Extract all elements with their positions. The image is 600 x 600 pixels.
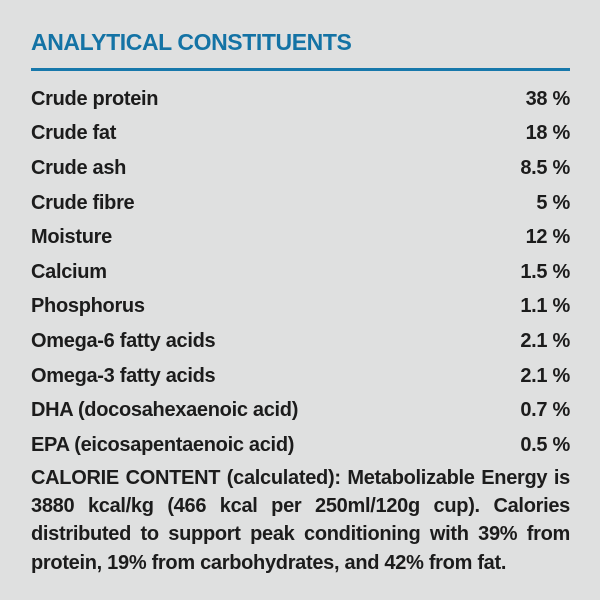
constituent-label: Crude fat: [31, 122, 117, 145]
constituent-value: 2.1 %: [520, 364, 570, 387]
constituents-table: Crude protein 38 % Crude fat 18 % Crude …: [31, 82, 570, 463]
constituent-value: 1.5 %: [520, 260, 570, 283]
table-row-moisture: Moisture 12 %: [31, 220, 570, 255]
table-row-crude-protein: Crude protein 38 %: [31, 82, 570, 117]
table-row-crude-fibre: Crude fibre 5 %: [31, 186, 570, 221]
constituent-label: Omega-6 fatty acids: [31, 329, 216, 352]
constituent-label: EPA (eicosapentaenoic acid): [31, 433, 295, 456]
constituent-value: 0.5 %: [520, 433, 570, 456]
constituent-value: 38 %: [525, 87, 571, 110]
constituent-value: 0.7 %: [520, 399, 570, 422]
constituent-label: DHA (docosahexaenoic acid): [31, 399, 299, 422]
constituent-value: 5 %: [536, 191, 570, 214]
calorie-content-paragraph: CALORIE CONTENT (calculated): Metaboliza…: [31, 466, 570, 574]
constituent-label: Crude ash: [31, 156, 127, 179]
table-row-calcium: Calcium 1.5 %: [31, 255, 570, 290]
title-underline: [31, 68, 570, 71]
constituent-label: Phosphorus: [31, 295, 145, 318]
constituent-label: Omega-3 fatty acids: [31, 364, 216, 387]
table-row-omega-3: Omega-3 fatty acids 2.1 %: [31, 359, 570, 394]
section-title: ANALYTICAL CONSTITUENTS: [31, 29, 352, 55]
constituent-value: 12 %: [525, 226, 571, 249]
constituent-label: Crude protein: [31, 87, 159, 110]
table-row-crude-ash: Crude ash 8.5 %: [31, 151, 570, 186]
constituent-value: 8.5 %: [520, 156, 570, 179]
table-row-crude-fat: Crude fat 18 %: [31, 117, 570, 152]
table-row-omega-6: Omega-6 fatty acids 2.1 %: [31, 324, 570, 359]
table-row-phosphorus: Phosphorus 1.1 %: [31, 290, 570, 325]
table-row-dha: DHA (docosahexaenoic acid) 0.7 %: [31, 393, 570, 428]
constituent-value: 18 %: [525, 122, 571, 145]
table-row-epa: EPA (eicosapentaenoic acid) 0.5 %: [31, 428, 570, 463]
constituent-value: 1.1 %: [520, 295, 570, 318]
constituent-label: Crude fibre: [31, 191, 135, 214]
constituent-value: 2.1 %: [520, 329, 570, 352]
constituent-label: Moisture: [31, 226, 112, 249]
constituent-label: Calcium: [31, 260, 107, 283]
